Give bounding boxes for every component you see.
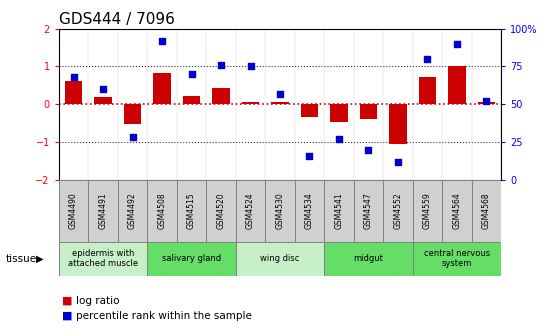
Text: GSM4491: GSM4491 (99, 193, 108, 229)
Bar (354, 180, 383, 242)
Point (99, 86, 108, 92)
Bar (59, 180, 88, 242)
Text: GSM4492: GSM4492 (128, 193, 137, 229)
Text: GSM4515: GSM4515 (187, 193, 196, 229)
Point (305, 153, 314, 158)
Bar (212, 88, 230, 104)
Text: GSM4547: GSM4547 (364, 193, 373, 229)
Point (217, 62, 226, 68)
Text: GSM4541: GSM4541 (334, 193, 343, 229)
Text: GDS444 / 7096: GDS444 / 7096 (59, 12, 175, 28)
Text: midgut: midgut (353, 254, 384, 263)
Point (187, 71, 196, 77)
Bar (206, 180, 236, 242)
Bar (88, 180, 118, 242)
Bar (330, 104, 348, 122)
Text: GSM4508: GSM4508 (157, 193, 166, 229)
Text: GSM4552: GSM4552 (394, 193, 403, 229)
Bar (324, 242, 413, 276)
Text: ■: ■ (62, 296, 72, 306)
Bar (295, 180, 324, 242)
Bar (242, 102, 259, 104)
Text: GSM4534: GSM4534 (305, 193, 314, 229)
Bar (413, 242, 501, 276)
Text: GSM4564: GSM4564 (452, 193, 461, 229)
Bar (389, 104, 407, 144)
Bar (478, 101, 495, 104)
Text: GSM4490: GSM4490 (69, 193, 78, 229)
Point (452, 41, 461, 46)
Point (276, 91, 284, 96)
Point (364, 147, 373, 152)
Bar (301, 104, 318, 117)
Bar (147, 242, 236, 276)
Bar (419, 77, 436, 104)
Text: ■: ■ (62, 311, 72, 321)
Bar (383, 180, 413, 242)
Text: wing disc: wing disc (260, 254, 300, 263)
Bar (472, 180, 501, 242)
Point (334, 136, 343, 142)
Bar (360, 104, 377, 119)
Text: log ratio: log ratio (76, 296, 119, 306)
Bar (324, 180, 354, 242)
Text: central nervous
system: central nervous system (424, 249, 490, 268)
Text: GSM4530: GSM4530 (276, 193, 284, 229)
Text: GSM4568: GSM4568 (482, 193, 491, 229)
Point (69, 74, 78, 80)
Bar (265, 180, 295, 242)
Text: epidermis with
attached muscle: epidermis with attached muscle (68, 249, 138, 268)
Point (157, 38, 166, 43)
Point (246, 64, 255, 69)
Bar (118, 180, 147, 242)
Point (394, 159, 403, 164)
Bar (236, 180, 265, 242)
Bar (153, 73, 171, 104)
Bar (413, 180, 442, 242)
Bar (177, 180, 206, 242)
Point (128, 135, 137, 140)
Bar (271, 102, 289, 104)
Text: percentile rank within the sample: percentile rank within the sample (76, 311, 251, 321)
Text: GSM4524: GSM4524 (246, 193, 255, 229)
Bar (65, 81, 82, 104)
Bar (59, 242, 147, 276)
Text: ▶: ▶ (36, 254, 44, 264)
Point (482, 98, 491, 104)
Text: tissue: tissue (6, 254, 37, 264)
Bar (124, 104, 141, 124)
Text: salivary gland: salivary gland (162, 254, 221, 263)
Bar (442, 180, 472, 242)
Bar (448, 67, 466, 104)
Bar (147, 180, 177, 242)
Text: GSM4559: GSM4559 (423, 193, 432, 229)
Bar (94, 97, 112, 104)
Bar (236, 242, 324, 276)
Text: GSM4520: GSM4520 (217, 193, 226, 229)
Point (423, 56, 432, 61)
Bar (183, 96, 200, 104)
